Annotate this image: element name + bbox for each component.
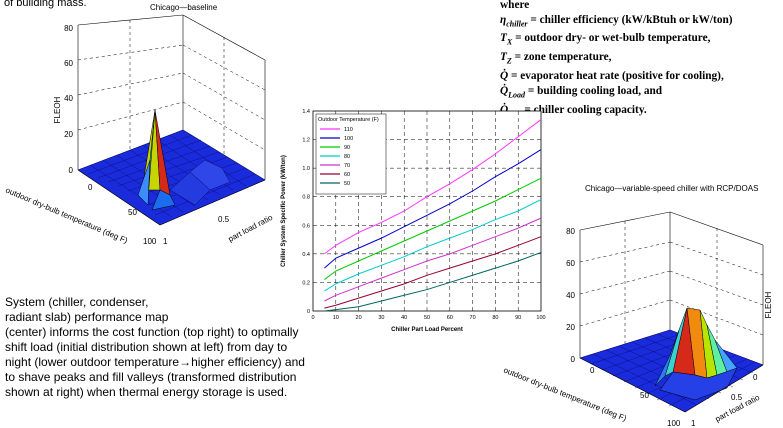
performance-map-chart: 0 10 20 30 40 50 60 70 80 90 100 0 0.2 0.4 0.6 0.8 1.0 1.… bbox=[281, 109, 546, 333]
right-z-axis-label: FLEOH bbox=[764, 291, 773, 318]
left-x-axis-label: outdoor dry-bulb temperature (deg F) bbox=[4, 186, 129, 246]
legend-entry: 110 bbox=[344, 127, 353, 133]
right-z-tick: 60 bbox=[566, 259, 575, 268]
definition-item: ηchiller = chiller efficiency (kW/kBtuh … bbox=[500, 13, 783, 32]
chart-legend: Outdoor Temperature (F) 110 100 90 80 70 60 50 bbox=[315, 113, 387, 195]
legend-entry: 90 bbox=[344, 145, 350, 151]
y-tick-label: 0.2 bbox=[302, 280, 310, 286]
caption-line: (center) informs the cost function (top … bbox=[5, 325, 299, 339]
legend-entry: 100 bbox=[344, 136, 353, 142]
series-line-60 bbox=[324, 236, 542, 309]
left-x-tick: 0 bbox=[88, 183, 93, 192]
definition-text: = zone temperature, bbox=[511, 51, 612, 64]
right-y-tick: 1 bbox=[691, 419, 696, 428]
definition-subscript: Load bbox=[508, 89, 526, 99]
left-z-tick: 40 bbox=[64, 94, 73, 103]
y-tick-label: 0.4 bbox=[302, 252, 310, 258]
right-x-axis-label: outdoor dry-bulb temperature (deg F) bbox=[502, 366, 628, 424]
variable-definitions: where ηchiller = chiller efficiency (kW/… bbox=[500, 0, 783, 121]
definition-item: TX = outdoor dry- or wet-bulb temperatur… bbox=[500, 31, 783, 50]
legend-entry: 70 bbox=[344, 163, 350, 169]
legend-entry: 60 bbox=[344, 172, 350, 178]
series-line-70 bbox=[324, 217, 542, 302]
x-tick-label: 10 bbox=[333, 315, 339, 321]
left-z-tick: 60 bbox=[64, 59, 73, 68]
definition-symbol: η bbox=[500, 13, 507, 26]
series-line-80 bbox=[324, 199, 542, 292]
left-plot-title: Chicago—baseline bbox=[150, 3, 218, 12]
x-axis-label: Chiller Part Load Percent bbox=[391, 327, 463, 333]
right-y-tick: 0 bbox=[753, 373, 758, 382]
legend-entry: 80 bbox=[344, 154, 350, 160]
legend-entry: 50 bbox=[344, 181, 350, 187]
caption-line: to shave peaks and fill valleys (transfo… bbox=[5, 370, 297, 384]
figure-caption: System (chiller, condenser, radiant slab… bbox=[5, 295, 353, 400]
series-line-110 bbox=[324, 119, 542, 255]
x-tick-label: 100 bbox=[536, 315, 545, 321]
left-surface-plot: 0 20 40 60 80 FLEOH 0 50 100 outdoor dry… bbox=[4, 14, 275, 246]
y-tick-label: 0.6 bbox=[302, 223, 310, 229]
left-x-tick: 50 bbox=[128, 208, 137, 217]
definition-symbol: T bbox=[500, 32, 507, 45]
series-line-50 bbox=[324, 251, 542, 312]
right-x-tick: 100 bbox=[667, 419, 681, 428]
intro-text-fragment: of building mass. bbox=[4, 0, 87, 9]
legend-title: Outdoor Temperature (F) bbox=[318, 117, 379, 123]
where-heading: where bbox=[500, 0, 530, 11]
y-tick-label: 1.2 bbox=[302, 138, 310, 144]
x-tick-label: 0 bbox=[311, 315, 314, 321]
definition-symbol: Q̇ bbox=[500, 84, 509, 97]
x-tick-label: 80 bbox=[492, 315, 498, 321]
series-line-100 bbox=[324, 149, 542, 269]
definition-symbol: Q̇ bbox=[500, 103, 509, 116]
right-y-tick: 0.5 bbox=[731, 393, 743, 402]
right-x-tick: 50 bbox=[640, 391, 649, 400]
right-plot-title: Chicago—variable-speed chiller with RCP/… bbox=[585, 184, 759, 193]
right-z-tick: 0 bbox=[571, 355, 576, 364]
x-tick-label: 70 bbox=[470, 315, 476, 321]
y-tick-label: 1.0 bbox=[302, 166, 310, 172]
definition-text: = evaporator heat rate (positive for coo… bbox=[508, 70, 724, 83]
caption-line: night (lower outdoor temperature→higher … bbox=[5, 355, 305, 369]
series-line-90 bbox=[324, 177, 542, 280]
definition-text: = building cooling load, and bbox=[525, 84, 663, 97]
definition-item: Q̇Load = building cooling load, and bbox=[500, 84, 783, 103]
x-tick-label: 90 bbox=[515, 315, 521, 321]
definition-subscript: chiller bbox=[506, 18, 528, 28]
caption-line: System (chiller, condenser, bbox=[5, 295, 149, 309]
left-y-tick: 0.5 bbox=[218, 215, 230, 224]
definition-item: Q̇ = evaporator heat rate (positive for … bbox=[500, 69, 783, 84]
x-tick-label: 20 bbox=[356, 315, 362, 321]
definition-text: = chiller cooling capacity. bbox=[521, 103, 647, 116]
caption-line: radiant slab) performance map bbox=[5, 310, 169, 324]
left-y-tick: 1 bbox=[163, 237, 168, 246]
left-x-tick: 100 bbox=[143, 237, 157, 246]
right-z-tick: 20 bbox=[566, 323, 575, 332]
right-z-tick: 40 bbox=[566, 291, 575, 300]
y-tick-label: 0 bbox=[307, 309, 310, 315]
definition-subscript: Z bbox=[506, 56, 512, 66]
left-z-tick: 80 bbox=[64, 24, 73, 33]
left-z-tick: 0 bbox=[69, 166, 74, 175]
definition-subscript: X bbox=[506, 37, 513, 47]
left-z-tick: 20 bbox=[64, 130, 73, 139]
definition-symbol: Q̇ bbox=[500, 70, 509, 83]
y-tick-label: 1.4 bbox=[302, 109, 310, 115]
left-z-axis-label: FLEOH bbox=[53, 96, 62, 123]
definition-symbol: T bbox=[500, 51, 507, 64]
caption-line: shown at right) when thermal energy stor… bbox=[5, 385, 288, 399]
x-tick-label: 30 bbox=[378, 315, 384, 321]
right-surface-plot: 0 20 40 60 80 FLEOH 0 50 100 outdoor dry… bbox=[502, 211, 773, 428]
definition-item: TZ = zone temperature, bbox=[500, 50, 783, 69]
definition-text: = chiller efficiency (kW/kBtuh or kW/ton… bbox=[527, 13, 733, 26]
y-tick-label: 0.8 bbox=[302, 195, 310, 201]
definition-text: = outdoor dry- or wet-bulb temperature, bbox=[512, 32, 711, 45]
x-tick-label: 40 bbox=[401, 315, 407, 321]
x-tick-label: 50 bbox=[424, 315, 430, 321]
right-z-tick: 80 bbox=[566, 227, 575, 236]
caption-line: shift load (initial distribution shown a… bbox=[5, 340, 288, 354]
x-tick-label: 60 bbox=[447, 315, 453, 321]
y-axis-label: Chiller System Specific Power (kW/ton) bbox=[281, 155, 287, 267]
right-x-tick: 0 bbox=[590, 366, 595, 375]
